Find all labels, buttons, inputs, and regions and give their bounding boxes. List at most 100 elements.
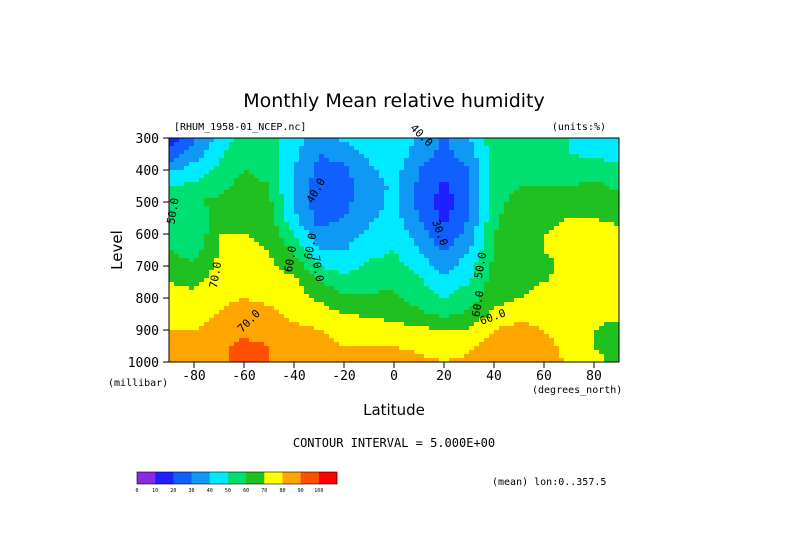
heatmap-cell [264,142,270,147]
heatmap-cell [409,238,415,243]
heatmap-cell [289,318,295,323]
heatmap-cell [424,234,430,239]
heatmap-cell [424,246,430,251]
heatmap-cell [319,154,325,159]
heatmap-cell [294,146,300,151]
heatmap-cell [364,330,370,335]
heatmap-cell [334,274,340,279]
heatmap-cell [489,258,495,263]
heatmap-cell [444,350,450,355]
heatmap-cell [584,250,590,255]
heatmap-cell [484,246,490,251]
heatmap-cell [479,218,485,223]
heatmap-cell [284,350,290,355]
heatmap-cell [309,342,315,347]
heatmap-cell [384,222,390,227]
heatmap-cell [244,322,250,327]
heatmap-cell [519,334,525,339]
heatmap-cell [429,330,435,335]
heatmap-cell [179,254,185,259]
heatmap-cell [169,198,175,203]
heatmap-cell [609,354,615,359]
heatmap-cell [249,186,255,191]
heatmap-cell [169,182,175,187]
heatmap-cell [329,282,335,287]
heatmap-cell [299,242,305,247]
heatmap-cell [289,354,295,359]
heatmap-cell [429,214,435,219]
heatmap-cell [334,198,340,203]
heatmap-cell [559,142,565,147]
heatmap-cell [349,170,355,175]
heatmap-cell [494,146,500,151]
heatmap-cell [554,250,560,255]
heatmap-cell [299,234,305,239]
heatmap-cell [564,218,570,223]
heatmap-cell [384,198,390,203]
heatmap-cell [334,234,340,239]
heatmap-cell [614,314,619,319]
heatmap-cell [264,322,270,327]
heatmap-cell [274,290,280,295]
heatmap-cell [549,314,555,319]
heatmap-cell [464,282,470,287]
heatmap-cell [299,254,305,259]
heatmap-cell [459,326,465,331]
heatmap-cell [239,186,245,191]
heatmap-cell [394,226,400,231]
heatmap-cell [484,142,490,147]
heatmap-cell [554,162,560,167]
heatmap-cell [374,338,380,343]
heatmap-cell [359,222,365,227]
heatmap-cell [399,306,405,311]
heatmap-cell [399,350,405,355]
heatmap-cell [549,190,555,195]
heatmap-cell [249,294,255,299]
heatmap-cell [519,254,525,259]
heatmap-cell [414,306,420,311]
heatmap-cell [214,322,220,327]
heatmap-cell [314,218,320,223]
heatmap-cell [424,294,430,299]
heatmap-cell [359,138,365,143]
heatmap-cell [174,214,180,219]
heatmap-cell [239,238,245,243]
heatmap-cell [409,206,415,211]
heatmap-cell [579,230,585,235]
heatmap-cell [304,322,310,327]
heatmap-cell [234,190,240,195]
heatmap-cell [409,202,415,207]
heatmap-cell [239,298,245,303]
heatmap-cell [494,154,500,159]
heatmap-cell [294,246,300,251]
heatmap-cell [414,350,420,355]
heatmap-cell [584,350,590,355]
heatmap-cell [309,302,315,307]
heatmap-cell [609,326,615,331]
heatmap-cell [529,154,535,159]
heatmap-cell [274,194,280,199]
heatmap-cell [509,254,515,259]
heatmap-cell [184,314,190,319]
heatmap-cell [479,302,485,307]
heatmap-cell [514,334,520,339]
heatmap-cell [544,166,550,171]
heatmap-cell [564,266,570,271]
heatmap-cell [404,234,410,239]
heatmap-cell [194,142,200,147]
heatmap-cell [314,234,320,239]
heatmap-cell [299,290,305,295]
heatmap-cell [274,226,280,231]
heatmap-cell [289,342,295,347]
heatmap-cell [589,322,595,327]
heatmap-cell [399,138,405,143]
heatmap-cell [579,254,585,259]
heatmap-cell [389,338,395,343]
heatmap-cell [524,202,530,207]
heatmap-cell [269,334,275,339]
heatmap-cell [454,146,460,151]
heatmap-cell [304,242,310,247]
heatmap-cell [429,210,435,215]
heatmap-cell [614,354,619,359]
heatmap-cell [209,286,215,291]
